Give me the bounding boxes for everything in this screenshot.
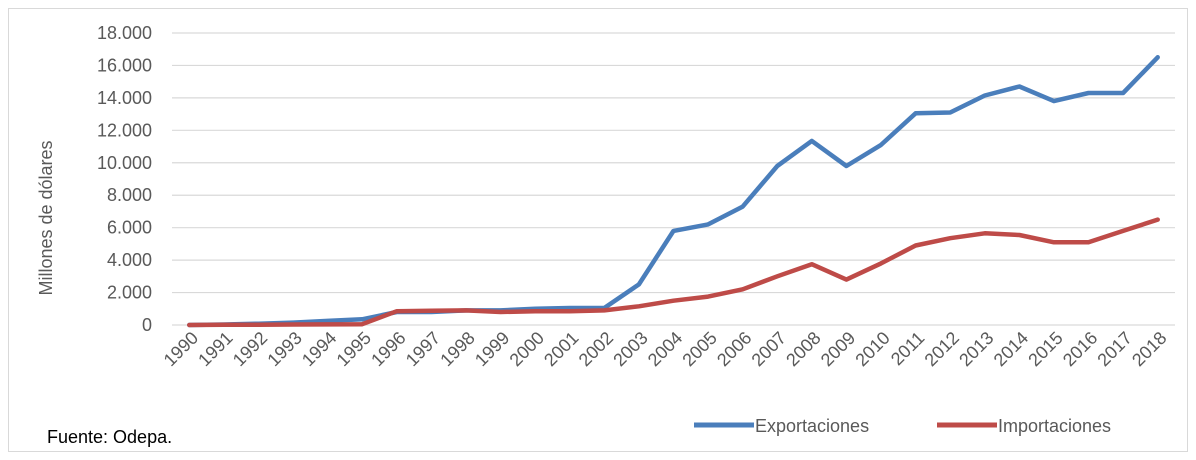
y-tick-label: 6.000 [107, 218, 152, 238]
x-tick-label: 2002 [575, 328, 617, 370]
x-tick-label: 1996 [367, 328, 409, 370]
y-tick-label: 14.000 [97, 88, 152, 108]
x-tick-label: 2001 [540, 328, 582, 370]
x-tick-label: 2008 [782, 328, 824, 370]
x-tick-label: 2000 [506, 328, 548, 370]
source-note: Fuente: Odepa. [47, 427, 173, 447]
legend-label: Exportaciones [755, 416, 869, 436]
y-tick-label: 0 [142, 315, 152, 335]
grid-lines [172, 32, 1175, 326]
y-tick-label: 4.000 [107, 250, 152, 270]
x-tick-label: 1992 [229, 328, 271, 370]
series-lines [187, 55, 1160, 328]
x-tick-label: 1990 [160, 328, 202, 370]
x-tick-label: 2015 [1024, 328, 1066, 370]
y-tick-label: 2.000 [107, 283, 152, 303]
legend-label: Importaciones [998, 416, 1111, 436]
x-tick-label: 2007 [748, 328, 790, 370]
y-tick-label: 16.000 [97, 55, 152, 75]
x-tick-label: 1998 [436, 328, 478, 370]
series-line-exportaciones [187, 55, 1160, 328]
y-tick-label: 12.000 [97, 120, 152, 140]
x-tick-label: 1995 [333, 328, 375, 370]
chart-frame [8, 8, 1188, 452]
x-tick-label: 1994 [298, 328, 340, 370]
x-tick-label: 2013 [955, 328, 997, 370]
y-tick-label: 18.000 [97, 23, 152, 43]
x-tick-label: 2009 [817, 328, 859, 370]
y-axis-label: Millones de dólares [36, 140, 56, 295]
series-line-importaciones [187, 217, 1160, 328]
x-tick-label: 1999 [471, 328, 513, 370]
x-tick-label: 1993 [263, 328, 305, 370]
x-tick-label: 2018 [1128, 328, 1170, 370]
x-tick-label: 2012 [921, 328, 963, 370]
x-tick-label: 2011 [887, 328, 929, 370]
legend: Exportaciones Importaciones [694, 416, 1111, 436]
x-tick-labels: 1990199119921993199419951996199719981999… [160, 328, 1171, 370]
x-tick-label: 2005 [678, 328, 720, 370]
y-tick-labels: 0 2.000 4.000 6.000 8.000 10.000 12.000 14.000 1… [97, 23, 152, 335]
x-tick-label: 2003 [609, 328, 651, 370]
x-tick-label: 2006 [713, 328, 755, 370]
x-tick-label: 2014 [990, 328, 1032, 370]
y-tick-label: 8.000 [107, 185, 152, 205]
x-tick-label: 2010 [851, 328, 893, 370]
x-tick-label: 2016 [1059, 328, 1101, 370]
x-tick-label: 2017 [1093, 328, 1135, 370]
x-tick-label: 2004 [644, 328, 686, 370]
x-tick-label: 1997 [402, 328, 444, 370]
y-tick-label: 10.000 [97, 153, 152, 173]
x-tick-label: 1991 [194, 328, 236, 370]
